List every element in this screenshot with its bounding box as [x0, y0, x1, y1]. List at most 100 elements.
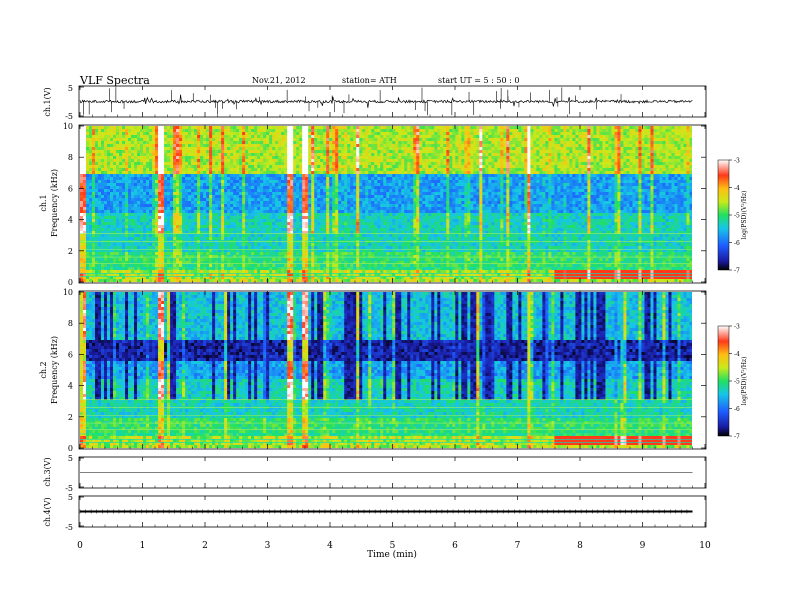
- spectrogram-cell: [266, 189, 270, 193]
- spectrogram-cell: [260, 219, 264, 223]
- spectrogram-cell: [251, 267, 255, 271]
- spectrogram-cell: [80, 126, 84, 130]
- spectrogram-cell: [266, 129, 270, 133]
- spectrogram-cell: [113, 237, 117, 241]
- spectrogram-cell: [92, 195, 96, 199]
- spectrogram-cell: [110, 180, 114, 184]
- spectrogram-cell: [281, 258, 285, 262]
- spectrogram-cell: [152, 171, 156, 175]
- spectrogram-cell: [347, 138, 351, 142]
- spectrogram-cell: [113, 177, 117, 181]
- spectrogram-cell: [275, 255, 279, 259]
- spectrogram-cell: [350, 252, 354, 256]
- spectrogram-cell: [146, 138, 150, 142]
- spectrogram-cell: [326, 144, 330, 148]
- spectrogram-cell: [221, 192, 225, 196]
- spectrogram-cell: [95, 270, 99, 274]
- spectrogram-cell: [212, 150, 216, 154]
- spectrogram-cell: [113, 156, 117, 160]
- spectrogram-cell: [284, 231, 288, 235]
- spectrogram-cell: [290, 279, 294, 282]
- spectrogram-cell: [263, 270, 267, 274]
- spectrogram-cell: [248, 165, 252, 169]
- spectrogram-cell: [104, 129, 108, 133]
- spectrogram-cell: [296, 252, 300, 256]
- spectrogram-cell: [143, 129, 147, 133]
- spectrogram-cell: [209, 129, 213, 133]
- spectrogram-cell: [80, 129, 84, 133]
- spectrogram-cell: [170, 150, 174, 154]
- spectrogram-cell: [131, 147, 135, 151]
- spectrogram-cell: [353, 258, 357, 262]
- spectrogram-cell: [197, 195, 201, 199]
- spectrogram-cell: [83, 183, 87, 187]
- spectrogram-cell: [347, 264, 351, 268]
- spectrogram-cell: [287, 168, 291, 172]
- spectrogram-cell: [284, 270, 288, 274]
- spectrogram-cell: [158, 273, 162, 277]
- spectrogram-cell: [191, 144, 195, 148]
- spectrogram-cell: [200, 237, 204, 241]
- spectrogram-cell: [170, 168, 174, 172]
- spectrogram-cell: [278, 225, 282, 229]
- spectrogram-cell: [131, 228, 135, 232]
- spectrogram-cell: [116, 162, 120, 166]
- spectrogram-cell: [293, 270, 297, 274]
- spectrogram-cell: [236, 207, 240, 211]
- spectrogram-cell: [356, 135, 360, 139]
- spectrogram-cell: [362, 201, 366, 205]
- spectrogram-cell: [296, 129, 300, 133]
- spectrogram-cell: [104, 171, 108, 175]
- spectrogram-cell: [170, 126, 174, 130]
- spectrogram-cell: [146, 141, 150, 145]
- spectrogram-cell: [152, 213, 156, 217]
- spectrogram-cell: [269, 237, 273, 241]
- spectrogram-cell: [89, 219, 93, 223]
- spectrogram-cell: [314, 276, 318, 280]
- spectrogram-cell: [320, 213, 324, 217]
- spectrogram-cell: [110, 174, 114, 178]
- spectrogram-cell: [323, 141, 327, 145]
- spectrogram-cell: [80, 255, 84, 259]
- spectrogram-cell: [347, 201, 351, 205]
- spectrogram-cell: [344, 261, 348, 265]
- spectrogram-cell: [89, 270, 93, 274]
- spectrogram-cell: [257, 273, 261, 277]
- spectrogram-cell: [149, 156, 153, 160]
- spectrogram-cell: [281, 216, 285, 220]
- spectrogram-cell: [185, 168, 189, 172]
- spectrogram-cell: [80, 153, 84, 157]
- spectrogram-cell: [155, 270, 159, 274]
- spectrogram-cell: [170, 258, 174, 262]
- spectrogram-cell: [251, 186, 255, 190]
- spectrogram-cell: [203, 174, 207, 178]
- spectrogram-cell: [329, 144, 333, 148]
- spectrogram-cell: [242, 198, 246, 202]
- spectrogram-cell: [236, 243, 240, 247]
- spectrogram-cell: [233, 270, 237, 274]
- spectrogram-cell: [191, 195, 195, 199]
- spectrogram-cell: [287, 270, 291, 274]
- spectrogram-cell: [323, 177, 327, 181]
- spectrogram-cell: [95, 222, 99, 226]
- spectrogram-cell: [263, 126, 267, 130]
- spectrogram-cell: [182, 219, 186, 223]
- spectrogram-cell: [131, 264, 135, 268]
- spectrogram-cell: [107, 177, 111, 181]
- spectrogram-cell: [134, 264, 138, 268]
- spectrogram-cell: [266, 243, 270, 247]
- spectrogram-cell: [224, 213, 228, 217]
- spectrogram-cell: [293, 174, 297, 178]
- spectrogram-cell: [338, 141, 342, 145]
- spectrogram-cell: [212, 198, 216, 202]
- spectrogram-cell: [113, 186, 117, 190]
- spectrogram-cell: [128, 249, 132, 253]
- spectrogram-cell: [167, 255, 171, 259]
- spectrogram-cell: [317, 126, 321, 130]
- spectrogram-cell: [116, 189, 120, 193]
- spectrogram-cell: [362, 273, 366, 277]
- spectrogram-cell: [203, 267, 207, 271]
- spectrogram-cell: [131, 135, 135, 139]
- spectrogram-cell: [350, 153, 354, 157]
- spectrogram-cell: [221, 183, 225, 187]
